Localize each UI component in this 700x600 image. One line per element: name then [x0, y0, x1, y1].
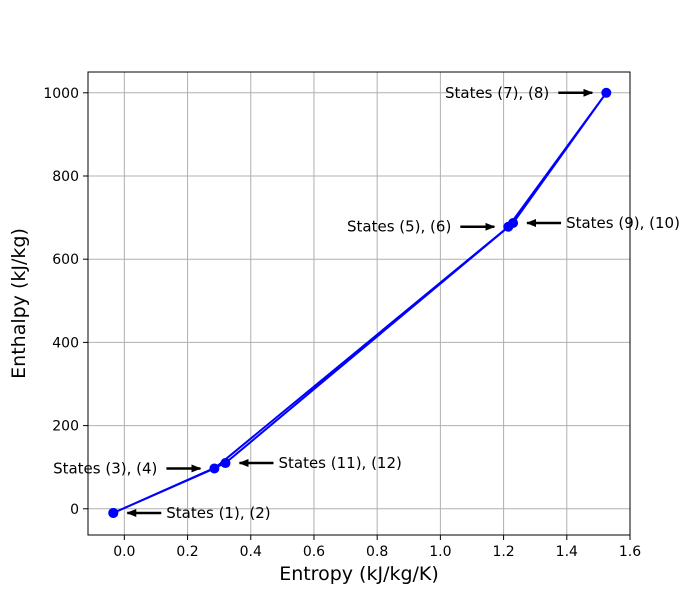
state-annotation: States (9), (10) [526, 214, 680, 232]
annotation-label: States (5), (6) [347, 218, 451, 236]
state-point [209, 463, 220, 474]
grid [88, 72, 631, 535]
annotations: States (1), (2) States (3), (4) States (5)… [53, 84, 680, 522]
y-tick-label: 200 [52, 419, 79, 435]
state-point [601, 87, 612, 98]
series-group [108, 87, 612, 518]
x-tick-label: 1.2 [492, 544, 514, 560]
annotation-label: States (3), (4) [53, 459, 157, 477]
state-annotation: States (7), (8) [445, 84, 594, 102]
x-axis-label: Entropy (kJ/kg/K) [279, 563, 439, 585]
annotation-label: States (7), (8) [445, 84, 549, 102]
y-tick-label: 800 [52, 169, 79, 185]
state-point [108, 507, 119, 518]
state-annotation: States (1), (2) [126, 504, 271, 522]
state-point [508, 218, 519, 229]
x-tick-label: 0.6 [303, 544, 325, 560]
state-annotation: States (11), (12) [238, 454, 402, 472]
state-annotation: States (3), (4) [53, 459, 202, 477]
x-tick-label: 1.0 [429, 544, 451, 560]
annotation-label: States (11), (12) [278, 454, 401, 472]
x-tick-label: 1.4 [556, 544, 578, 560]
x-tick-label: 0.8 [366, 544, 388, 560]
y-tick-label: 0 [70, 502, 79, 518]
y-tick-label: 400 [52, 335, 79, 351]
annotation-label: States (1), (2) [166, 504, 270, 522]
annotation-label: States (9), (10) [566, 214, 680, 232]
y-axis-label: Enthalpy (kJ/kg) [8, 228, 30, 379]
y-tick-label: 600 [52, 252, 79, 268]
x-tick-label: 0.2 [176, 544, 198, 560]
x-tick-label: 0.4 [240, 544, 262, 560]
state-point [220, 458, 231, 469]
state-annotation: States (5), (6) [347, 218, 496, 236]
x-tick-label: 0.0 [113, 544, 135, 560]
plot-frame [87, 71, 631, 536]
axis-ticks: 0.0 0.2 0.4 0.6 0.8 1.0 1.2 1.4 1.6 0 200 400 600 800… [43, 86, 641, 560]
x-tick-label: 1.6 [619, 544, 641, 560]
y-tick-label: 1000 [43, 86, 79, 102]
